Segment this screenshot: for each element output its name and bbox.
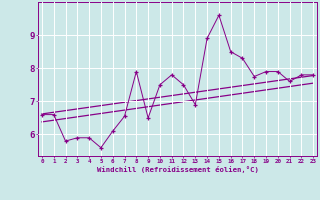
X-axis label: Windchill (Refroidissement éolien,°C): Windchill (Refroidissement éolien,°C) [97,166,259,173]
